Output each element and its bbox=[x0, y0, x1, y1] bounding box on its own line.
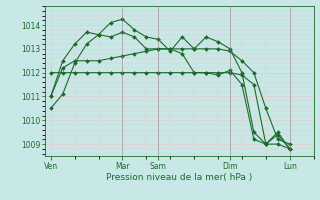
X-axis label: Pression niveau de la mer( hPa ): Pression niveau de la mer( hPa ) bbox=[106, 173, 252, 182]
